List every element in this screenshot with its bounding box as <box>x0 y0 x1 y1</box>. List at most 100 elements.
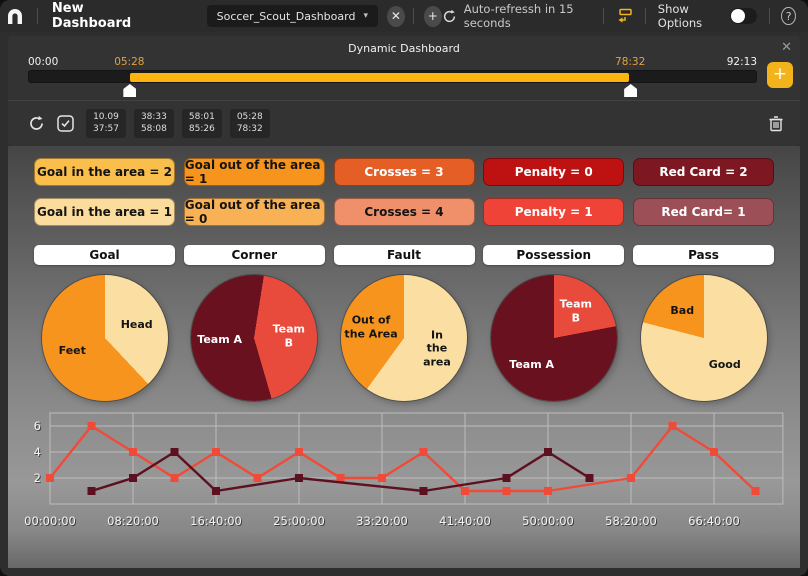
timeline-line-chart: 2 4 6 00:00:00 08:20:00 16:40:00 25:00:00 33:20… <box>24 412 784 528</box>
red-series-marker <box>378 474 386 482</box>
stat-button[interactable]: Goal in the area = 2 <box>34 158 175 186</box>
pie-slice-label: Head <box>120 318 153 332</box>
divider <box>644 8 646 24</box>
refresh-icon[interactable] <box>442 9 457 24</box>
divider <box>8 100 800 101</box>
divider <box>603 8 604 24</box>
dashboard-selector-label: Soccer_Scout_Dashboard <box>216 9 356 23</box>
stat-button[interactable]: Red Card= 1 <box>633 198 774 226</box>
x-axis-tick-label: 08:20:00 <box>107 514 159 528</box>
timeline-start-label: 00:00 <box>28 56 59 68</box>
dashboard-canvas: Goal in the area = 2 Goal out of the area… <box>8 146 800 568</box>
dashboard-selector-dropdown[interactable]: Soccer_Scout_Dashboard ▾ <box>206 5 378 27</box>
dark-red-series-marker <box>419 487 428 495</box>
x-axis-tick-label: 58:20:00 <box>605 514 657 528</box>
pie-cell: Team B Team A <box>184 275 325 401</box>
panel-close-icon[interactable]: ✕ <box>781 40 792 55</box>
pie-chart-possession[interactable]: Team B Team A <box>490 275 617 401</box>
category-cell: Goal <box>34 245 175 265</box>
select-all-checkbox-icon[interactable] <box>57 115 74 132</box>
stat-cell: Crosses = 4 <box>333 198 475 226</box>
segment-chip-4[interactable]: 05:28 78:32 <box>229 108 270 139</box>
category-cell: Corner <box>183 245 325 265</box>
red-series-marker <box>170 474 179 482</box>
dark-red-series-marker <box>87 487 96 495</box>
dark-red-series-marker <box>295 474 303 482</box>
red-series-marker <box>544 487 552 495</box>
category-cell: Possession <box>483 245 625 265</box>
stat-button[interactable]: Goal out of the area = 0 <box>183 198 325 226</box>
timeline-track[interactable] <box>28 70 757 83</box>
segment-chip-1[interactable]: 10.09 37:57 <box>86 108 126 139</box>
pie-slice-label: Team A <box>197 333 243 347</box>
pie-chart-fault[interactable]: In the area Out of the Area <box>341 275 467 401</box>
chevron-down-icon: ▾ <box>363 11 368 21</box>
stat-cell: Red Card = 2 <box>633 158 774 186</box>
segment-chip-2[interactable]: 38:33 58:08 <box>133 108 174 139</box>
pie-slice-label: Good <box>708 358 741 372</box>
category-headers-row: Goal Corner Fault Possession Pass <box>8 245 800 265</box>
category-header-goal[interactable]: Goal <box>34 245 175 265</box>
plus-icon: + <box>427 9 438 23</box>
segments-row: 10.09 37:57 38:33 58:08 58:01 85:26 05:28 7… <box>28 101 784 146</box>
show-options-toggle[interactable] <box>729 8 757 24</box>
pie-charts-row: Head Feet Team B Team A In the area Out of th… <box>8 275 800 401</box>
stat-cell: Goal out of the area = 0 <box>183 198 325 226</box>
stat-button[interactable]: Crosses = 4 <box>333 198 475 226</box>
category-header-pass[interactable]: Pass <box>633 245 774 265</box>
layout-flow-icon[interactable] <box>616 8 633 24</box>
red-series-marker <box>419 448 428 456</box>
stat-button[interactable]: Goal out of the area = 1 <box>183 158 325 186</box>
refresh-segments-icon[interactable] <box>28 115 45 132</box>
add-range-button[interactable]: + <box>767 62 793 88</box>
pie-cell: Team B Team A <box>483 275 624 401</box>
panel-title: Dynamic Dashboard <box>348 42 460 55</box>
help-icon[interactable]: ? <box>781 7 797 25</box>
dark-red-series-marker <box>212 487 220 495</box>
red-series-marker <box>627 474 635 482</box>
red-series-marker <box>710 448 718 456</box>
category-cell: Pass <box>633 245 774 265</box>
pie-chart-corner[interactable]: Team B Team A <box>191 275 318 401</box>
category-header-fault[interactable]: Fault <box>333 245 475 265</box>
toggle-knob <box>730 9 745 23</box>
stat-button[interactable]: Crosses = 3 <box>333 158 475 186</box>
timeline-handle-end[interactable] <box>624 84 638 97</box>
x-axis-tick-label: 00:00:00 <box>24 514 76 528</box>
stat-button[interactable]: Goal in the area = 1 <box>34 198 175 226</box>
red-series-marker <box>253 474 262 482</box>
red-series-marker <box>336 474 345 482</box>
pie-chart-goal[interactable]: Head Feet <box>41 275 168 401</box>
x-axis-tick-label: 41:40:00 <box>439 514 491 528</box>
pie-chart-pass[interactable]: Good Bad <box>640 275 767 401</box>
dark-red-series-marker <box>585 474 594 482</box>
stat-cell: Red Card= 1 <box>633 198 774 226</box>
add-dashboard-button[interactable]: + <box>423 5 442 27</box>
delete-icon[interactable] <box>768 115 784 132</box>
pie-cell: Head Feet <box>34 275 175 401</box>
stat-cell: Crosses = 3 <box>333 158 475 186</box>
pie-slice-label: Bad <box>670 303 695 317</box>
segment-chip-3[interactable]: 58:01 85:26 <box>181 108 222 139</box>
divider <box>412 8 414 24</box>
stat-button[interactable]: Red Card = 2 <box>633 158 774 186</box>
timeline-selection-start-label: 05:28 <box>114 56 145 68</box>
category-header-corner[interactable]: Corner <box>183 245 325 265</box>
red-series-marker <box>668 422 677 430</box>
red-series-marker <box>295 448 303 456</box>
timeline-selected-range[interactable] <box>130 73 630 82</box>
stats-row-2: Goal in the area = 1 Goal out of the area… <box>8 198 800 226</box>
timeline-handle-start[interactable] <box>123 84 137 97</box>
red-series-marker <box>502 487 511 495</box>
divider <box>768 8 770 24</box>
stat-button[interactable]: Penalty = 0 <box>483 158 625 186</box>
pie-slice-label: Team B <box>559 297 593 325</box>
close-dashboard-button[interactable]: ✕ <box>386 5 405 27</box>
red-series-line <box>49 424 757 493</box>
close-icon: ✕ <box>390 9 401 23</box>
pie-slice-label: Team B <box>272 322 306 349</box>
stat-button[interactable]: Penalty = 1 <box>483 198 625 226</box>
category-header-possession[interactable]: Possession <box>483 245 625 265</box>
stat-cell: Goal in the area = 2 <box>34 158 175 186</box>
